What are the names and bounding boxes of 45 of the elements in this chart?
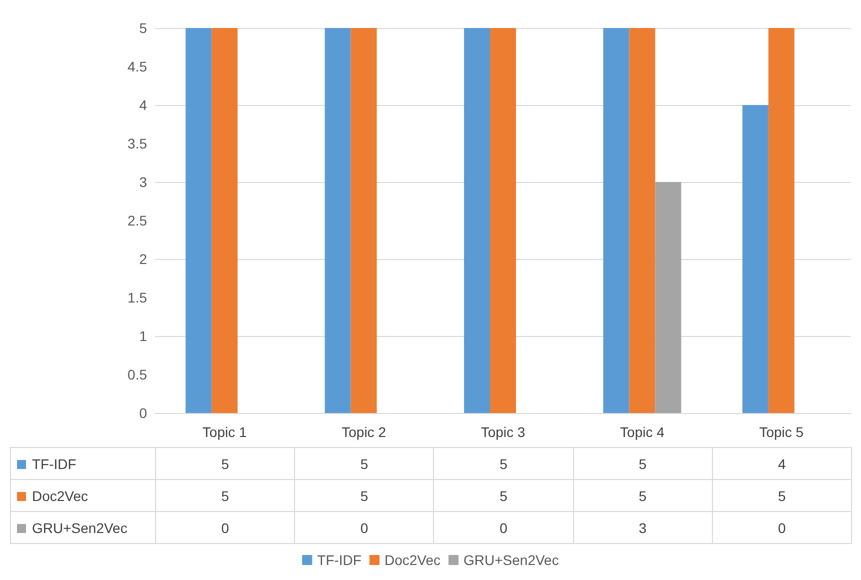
data-label: 0 — [434, 512, 574, 544]
legend-label: TF-IDF — [10, 448, 156, 480]
y-tick-label: 3 — [139, 174, 148, 190]
bar — [490, 28, 516, 413]
data-label: 5 — [573, 480, 712, 512]
data-label: 5 — [573, 448, 712, 480]
bar — [629, 28, 656, 413]
text: GRU+Sen2Vec — [32, 520, 128, 536]
data-label: 5 — [434, 480, 574, 512]
y-tick-label: 0 — [139, 405, 148, 421]
data-label: 0 — [712, 512, 852, 544]
x-tick-label: Topic 5 — [759, 424, 804, 440]
data-label: 4 — [712, 448, 852, 480]
y-tick-label: 0.5 — [128, 366, 148, 382]
data-label: 5 — [294, 448, 434, 480]
bar — [324, 28, 351, 413]
y-tick-label: 4 — [139, 97, 148, 113]
y-tick-label: 3.5 — [128, 136, 148, 152]
data-label: 3 — [573, 512, 712, 544]
y-tick-label: 4.5 — [128, 58, 148, 74]
data-label: 0 — [294, 512, 434, 544]
text: TF-IDF — [317, 552, 362, 568]
legend-label: Doc2Vec — [384, 552, 441, 568]
bar — [603, 28, 630, 413]
y-tick-label: 5 — [139, 20, 148, 36]
text: Doc2Vec — [32, 488, 88, 504]
bar — [768, 28, 794, 413]
x-tick-label: Topic 1 — [202, 424, 247, 440]
legend-label: GRU+Sen2Vec — [464, 552, 559, 568]
y-tick-label: 1.5 — [128, 290, 148, 306]
bar — [350, 28, 377, 413]
bar — [186, 28, 212, 413]
y-tick-label: 2.5 — [128, 212, 148, 228]
data-label: 5 — [294, 480, 434, 512]
data-label: 5 — [434, 448, 574, 480]
bar — [655, 182, 682, 413]
data-label: 5 — [712, 480, 852, 512]
y-tick-label: 1 — [139, 328, 148, 344]
bar — [212, 28, 238, 413]
x-tick-label: Topic 3 — [480, 424, 526, 440]
y-tick-label: 2 — [139, 251, 148, 267]
bar — [464, 28, 490, 413]
bar — [742, 105, 768, 413]
x-tick-label: Topic 2 — [342, 424, 386, 440]
x-tick-label: Topic 4 — [620, 424, 665, 440]
